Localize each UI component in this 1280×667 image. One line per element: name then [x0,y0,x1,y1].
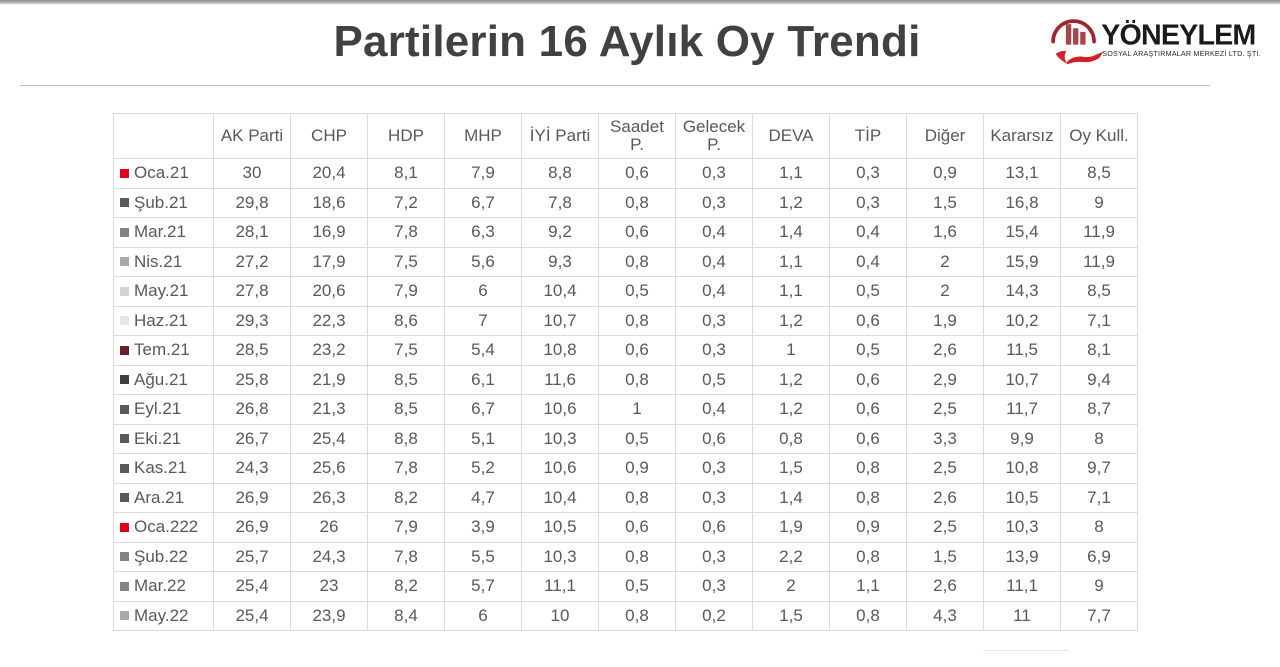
svg-text:YÖNEYLEM: YÖNEYLEM [1101,19,1255,52]
svg-text:SOSYAL ARAŞTIRMALAR MERKEZİ LT: SOSYAL ARAŞTIRMALAR MERKEZİ LTD. ŞTİ. [1102,49,1261,58]
